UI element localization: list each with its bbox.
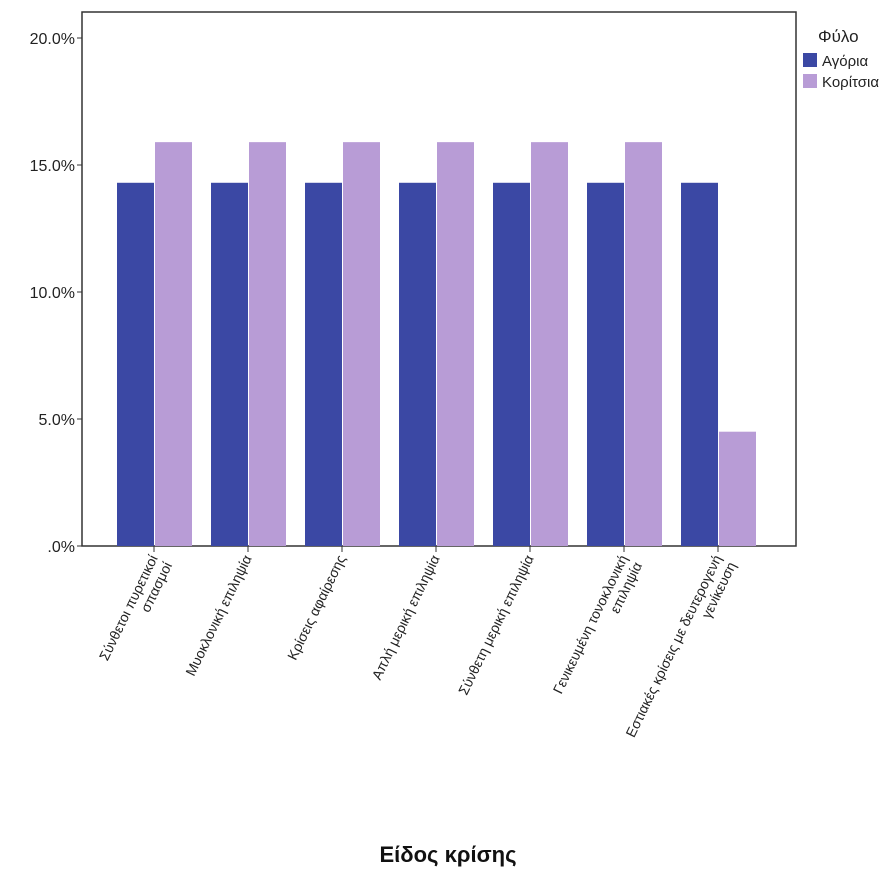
bar-girls (531, 142, 568, 546)
bar-girls (249, 142, 286, 546)
bar-girls (343, 142, 380, 546)
bar-boys (493, 182, 530, 546)
legend-swatch (803, 74, 817, 88)
bar-girls (625, 142, 662, 546)
bar-boys (681, 182, 718, 546)
y-tick-label: 15.0% (30, 158, 75, 175)
category-label: Απλή μερική επιληψία (368, 552, 442, 682)
bar-girls (437, 142, 474, 546)
y-tick-label: 10.0% (30, 285, 75, 302)
bar-boys (305, 182, 342, 546)
bar-boys (587, 182, 624, 546)
category-label: Σύνθετοι πυρετικοίσπασμοί (96, 552, 175, 670)
category-label-line: Κρίσεις αφαίρεσης (284, 552, 349, 662)
category-label: Σύνθετη μερική επιληψία (455, 552, 537, 697)
x-axis-title: Είδος κρίσης (379, 842, 516, 867)
legend-swatch (803, 53, 817, 67)
category-label: Μυοκλονική επιληψία (182, 552, 254, 678)
bar-boys (117, 182, 154, 546)
category-label-line: Γενικευμένη τονοκλονική (550, 552, 631, 696)
category-label: Εστιακές κρίσεις με δευτερογενήγενίκευση (622, 552, 739, 746)
category-label-line: Μυοκλονική επιληψία (182, 552, 254, 678)
bar-boys (399, 182, 436, 546)
legend-label: Κορίτσια (822, 74, 879, 91)
bar-girls (155, 142, 192, 546)
category-label: Κρίσεις αφαίρεσης (284, 552, 349, 662)
y-axis: .0% 5.0% 10.0% 15.0% 20.0% (30, 31, 82, 556)
category-label-line: Σύνθετη μερική επιληψία (455, 552, 537, 697)
y-tick-label: .0% (47, 539, 75, 556)
y-tick-label: 5.0% (39, 412, 75, 429)
x-axis: Σύνθετοι πυρετικοίσπασμοί Μυοκλονική επιλ… (96, 546, 739, 746)
y-tick-label: 20.0% (30, 31, 75, 48)
bars (117, 142, 756, 546)
legend: Φύλο Αγόρια Κορίτσια (803, 27, 879, 91)
bar-girls (719, 431, 756, 546)
legend-label: Αγόρια (822, 53, 868, 70)
category-label: Γενικευμένη τονοκλονικήεπιληψία (550, 552, 646, 703)
legend-title: Φύλο (818, 27, 859, 46)
category-label-line: Απλή μερική επιληψία (368, 552, 442, 682)
bar-boys (211, 182, 248, 546)
